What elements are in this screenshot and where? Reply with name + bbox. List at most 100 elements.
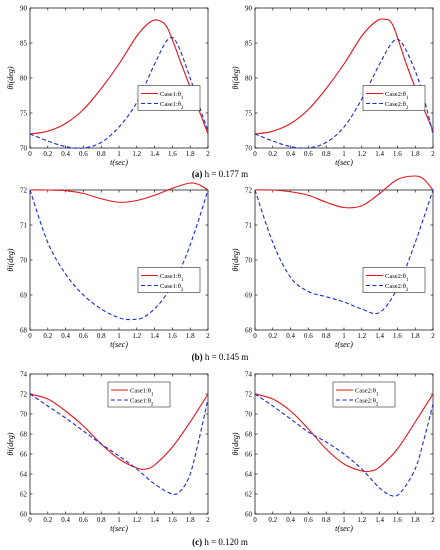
y-axis-label: θi(deg)	[231, 432, 240, 455]
y-tick-label: 90	[20, 4, 28, 12]
chart-panel-a-left: 0 0.2 0.4 0.6 0.8 1 1.2 1.4 1.6 1.8 2 70 75 80 85 90 t(s…	[6, 4, 210, 167]
series-line-2	[29, 36, 209, 149]
y-tick-label: 72	[20, 390, 28, 398]
y-tick-label: 74	[245, 370, 253, 378]
x-tick-label: 1	[117, 516, 121, 524]
x-tick-label: 1	[342, 332, 346, 340]
y-tick-label: 75	[245, 109, 253, 117]
x-tick-label: 0.8	[322, 516, 331, 524]
legend-label-1: Case1:θ1	[160, 273, 184, 283]
legend-label-1: Case1:θ1	[130, 387, 154, 397]
y-axis-label: θi(deg)	[6, 432, 15, 455]
x-tick-label: 0.8	[322, 150, 331, 158]
x-axis-label: t(sec)	[335, 158, 353, 167]
y-tick-label: 69	[245, 291, 253, 299]
panels: 0 0.2 0.4 0.6 0.8 1 1.2 1.4 1.6 1.8 2 70 75 80 85 90 t(s…	[6, 4, 435, 533]
series-line-2	[29, 189, 209, 321]
x-tick-label: 1.2	[357, 332, 366, 340]
x-tick-label: 1.4	[150, 332, 159, 340]
legend-label-2: Case2:θ2	[385, 283, 409, 293]
legend-label-2: Case2:θ2	[385, 101, 409, 111]
y-tick-label: 70	[20, 410, 28, 418]
plot-frame	[29, 7, 209, 149]
x-tick-label: 1.6	[168, 150, 177, 158]
series-line-1	[29, 19, 209, 135]
x-tick-label: 1.2	[132, 150, 141, 158]
x-tick-label: 1.4	[375, 516, 384, 524]
series-line-2	[254, 393, 434, 497]
x-tick-label: 2	[431, 332, 435, 340]
x-tick-label: 0.2	[43, 332, 52, 340]
chart-panel-b-right: 0 0.2 0.4 0.6 0.8 1 1.2 1.4 1.6 1.8 2 68 69 70 71 72 t(s…	[231, 175, 435, 349]
x-tick-label: 0	[28, 150, 32, 158]
x-tick-label: 1	[117, 150, 121, 158]
x-tick-label: 0	[28, 332, 32, 340]
y-tick-label: 69	[20, 291, 28, 299]
y-tick-label: 60	[20, 510, 28, 518]
y-tick-label: 64	[20, 470, 28, 478]
legend-label-2: Case2:θ2	[355, 397, 379, 407]
x-tick-label: 0.8	[97, 516, 106, 524]
x-tick-label: 1.4	[150, 150, 159, 158]
series-line-2	[254, 38, 434, 149]
chart-panel-b-left: 0 0.2 0.4 0.6 0.8 1 1.2 1.4 1.6 1.8 2 68 69 70 71 72 t(s…	[6, 182, 210, 349]
legend-label-1: Case2:θ1	[385, 91, 409, 101]
legend-label-1: Case2:θ1	[355, 387, 379, 397]
y-tick-label: 75	[20, 109, 28, 117]
x-tick-label: 0.6	[79, 332, 88, 340]
caption-b: (b) h = 0.145 m	[192, 352, 249, 362]
y-tick-label: 72	[20, 186, 28, 194]
x-tick-label: 1	[342, 150, 346, 158]
legend-label-2: Case1:θ2	[130, 397, 154, 407]
y-tick-label: 68	[245, 326, 253, 334]
x-tick-label: 1.8	[186, 516, 195, 524]
y-tick-label: 70	[20, 256, 28, 264]
y-tick-label: 74	[20, 370, 28, 378]
caption-c: (c) h = 0.120 m	[192, 537, 248, 547]
x-tick-label: 1	[117, 332, 121, 340]
y-tick-label: 70	[245, 256, 253, 264]
legend-box	[332, 381, 396, 408]
y-tick-label: 70	[20, 144, 28, 152]
x-tick-label: 1.8	[186, 332, 195, 340]
x-tick-label: 1.2	[357, 516, 366, 524]
series-line-1	[254, 18, 434, 135]
x-tick-label: 0.6	[304, 332, 313, 340]
x-tick-label: 0	[253, 516, 257, 524]
y-tick-label: 68	[20, 430, 28, 438]
x-tick-label: 0.6	[79, 516, 88, 524]
x-tick-label: 1.6	[168, 516, 177, 524]
x-tick-label: 0.4	[286, 150, 295, 158]
x-tick-label: 1.8	[411, 516, 420, 524]
y-tick-label: 66	[20, 450, 28, 458]
y-tick-label: 64	[245, 470, 253, 478]
y-tick-label: 62	[20, 490, 28, 498]
y-axis-label: θi(deg)	[6, 66, 15, 89]
x-tick-label: 0.8	[97, 150, 106, 158]
x-tick-label: 0.2	[43, 150, 52, 158]
y-tick-label: 85	[20, 39, 28, 47]
y-tick-label: 90	[245, 4, 253, 12]
y-axis-label: θi(deg)	[231, 66, 240, 89]
y-tick-label: 80	[20, 74, 28, 82]
legend-label-2: Case1:θ2	[160, 101, 184, 111]
x-tick-label: 1.4	[150, 516, 159, 524]
legend-label-1: Case1:θ1	[160, 91, 184, 101]
x-tick-label: 0.8	[322, 332, 331, 340]
plot-frame	[254, 7, 434, 149]
x-tick-label: 1.8	[411, 332, 420, 340]
x-tick-label: 1.6	[393, 516, 402, 524]
y-tick-label: 71	[245, 221, 253, 229]
y-tick-label: 68	[245, 430, 253, 438]
x-tick-label: 0.4	[286, 516, 295, 524]
y-tick-label: 68	[20, 326, 28, 334]
x-tick-label: 0.4	[286, 332, 295, 340]
x-tick-label: 1.4	[375, 332, 384, 340]
x-axis-label: t(sec)	[110, 340, 128, 349]
